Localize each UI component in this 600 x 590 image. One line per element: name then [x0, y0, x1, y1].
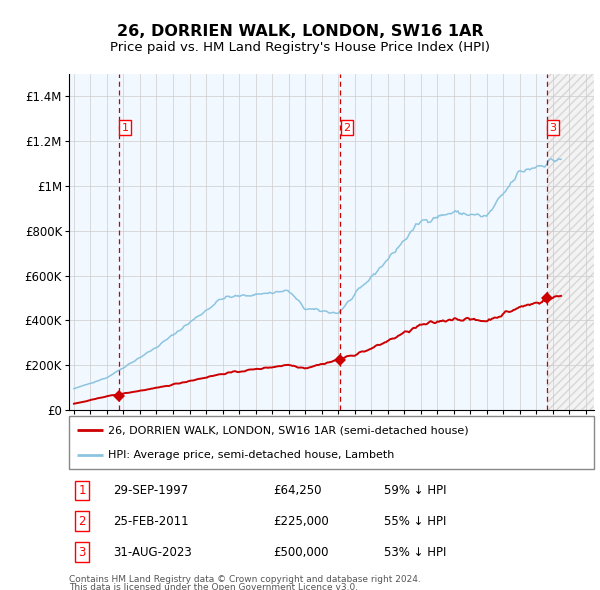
Text: HPI: Average price, semi-detached house, Lambeth: HPI: Average price, semi-detached house,… — [109, 450, 395, 460]
Text: 55% ↓ HPI: 55% ↓ HPI — [384, 514, 446, 528]
Text: 26, DORRIEN WALK, LONDON, SW16 1AR (semi-detached house): 26, DORRIEN WALK, LONDON, SW16 1AR (semi… — [109, 425, 469, 435]
Bar — [69, 74, 547, 410]
FancyBboxPatch shape — [69, 416, 594, 469]
Text: Contains HM Land Registry data © Crown copyright and database right 2024.: Contains HM Land Registry data © Crown c… — [69, 575, 421, 584]
Bar — [547, 74, 594, 410]
Text: £500,000: £500,000 — [274, 546, 329, 559]
Text: 31-AUG-2023: 31-AUG-2023 — [113, 546, 193, 559]
Text: 3: 3 — [79, 546, 86, 559]
Text: 1: 1 — [122, 123, 129, 133]
Text: 53% ↓ HPI: 53% ↓ HPI — [384, 546, 446, 559]
Text: £64,250: £64,250 — [274, 484, 322, 497]
Text: 3: 3 — [550, 123, 557, 133]
Text: 29-SEP-1997: 29-SEP-1997 — [113, 484, 189, 497]
Text: £225,000: £225,000 — [274, 514, 329, 528]
Text: 2: 2 — [343, 123, 350, 133]
Text: 1: 1 — [79, 484, 86, 497]
Text: 2: 2 — [79, 514, 86, 528]
Text: 59% ↓ HPI: 59% ↓ HPI — [384, 484, 446, 497]
Text: 26, DORRIEN WALK, LONDON, SW16 1AR: 26, DORRIEN WALK, LONDON, SW16 1AR — [116, 24, 484, 38]
Text: Price paid vs. HM Land Registry's House Price Index (HPI): Price paid vs. HM Land Registry's House … — [110, 41, 490, 54]
Text: 25-FEB-2011: 25-FEB-2011 — [113, 514, 189, 528]
Text: This data is licensed under the Open Government Licence v3.0.: This data is licensed under the Open Gov… — [69, 582, 358, 590]
